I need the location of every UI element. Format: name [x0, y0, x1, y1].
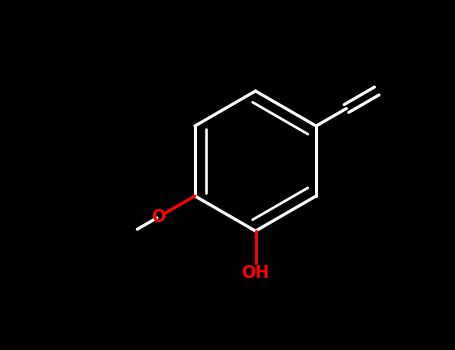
Text: O: O [151, 208, 165, 226]
Text: OH: OH [242, 264, 269, 282]
